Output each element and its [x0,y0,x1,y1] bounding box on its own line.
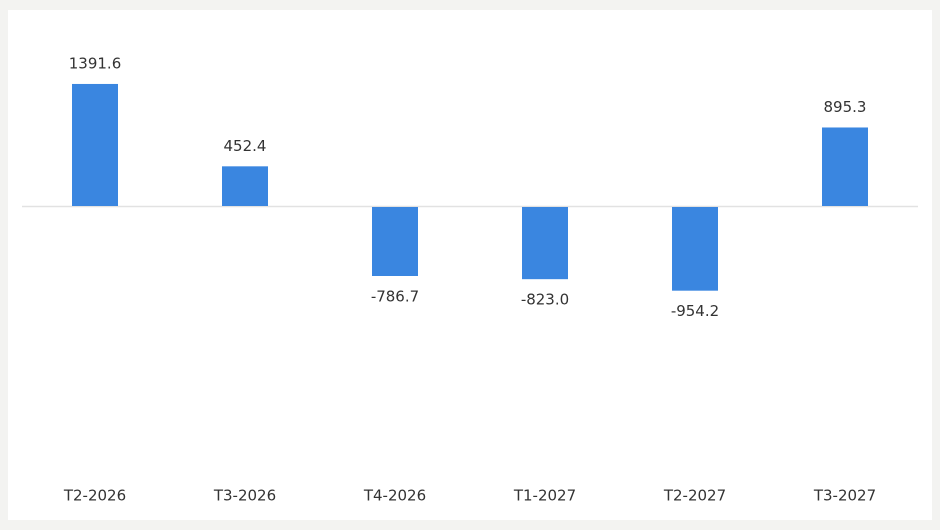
bar [822,127,868,206]
bar [72,83,118,206]
x-tick-label: T2-2027 [663,487,726,505]
x-tick-label: T3-2027 [813,487,876,505]
x-tick-label: T3-2026 [213,487,276,505]
data-label: -954.2 [671,302,719,320]
bar [372,207,418,276]
x-tick-label: T1-2027 [513,487,576,505]
data-label: -786.7 [371,287,419,305]
x-tick-label: T4-2026 [363,487,426,505]
x-tick-label: T2-2026 [63,487,126,505]
data-label: 452.4 [224,137,267,155]
bar [672,207,718,291]
bar [522,207,568,280]
data-label: -823.0 [521,291,569,309]
panel [8,10,932,520]
data-label: 1391.6 [69,54,122,72]
data-label: 895.3 [824,98,867,116]
bar [222,166,268,206]
